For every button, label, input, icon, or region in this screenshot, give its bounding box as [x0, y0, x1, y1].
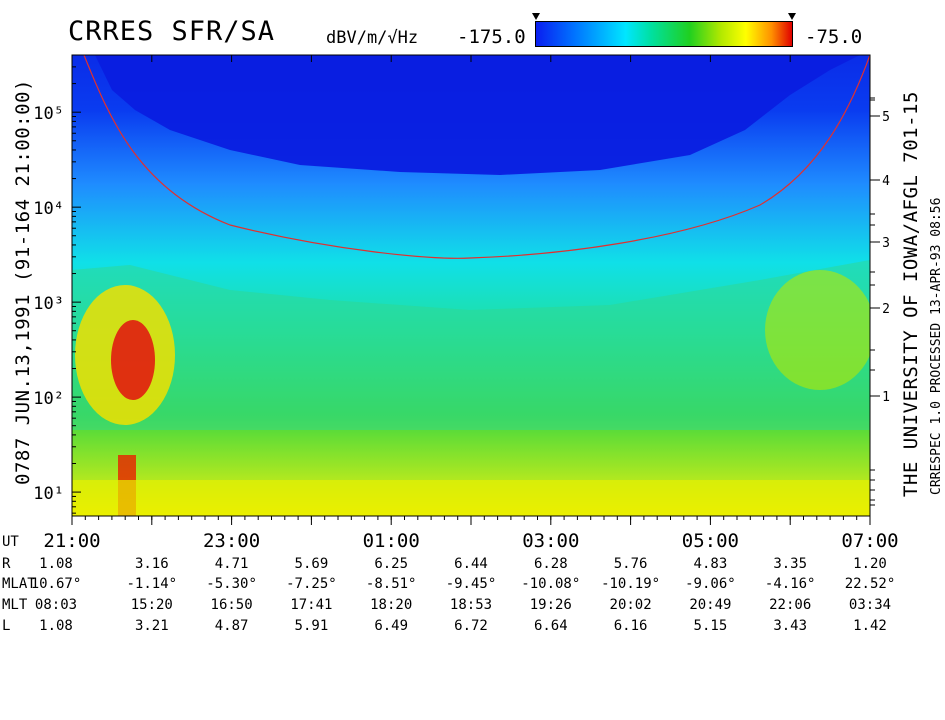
chart-title: CRRES SFR/SA [68, 16, 276, 47]
ephemeris-value: 3.35 [773, 556, 807, 572]
ephemeris-value: 17:41 [290, 597, 332, 613]
ephemeris-value: 1.42 [853, 618, 887, 634]
y-tick-label: 10⁴ [33, 199, 64, 219]
ephemeris-value: 20:02 [610, 597, 652, 613]
right-axis-tick-label: 2 [882, 302, 890, 317]
low-frequency-band [72, 480, 870, 516]
ephemeris-value: 4.83 [694, 556, 728, 572]
ephemeris-value: 5.76 [614, 556, 648, 572]
ephemeris-value: 03:34 [849, 597, 891, 613]
ephemeris-value: 6.49 [374, 618, 408, 634]
colorbar-max-label: -75.0 [805, 26, 863, 48]
ephemeris-value: 15:20 [131, 597, 173, 613]
right-axis: 1 2 3 4 5 [870, 97, 890, 506]
ephemeris-value: 6.44 [454, 556, 488, 572]
ephemeris-value: 5.15 [694, 618, 728, 634]
ephemeris-value: 6.28 [534, 556, 568, 572]
ephemeris-value: 5.69 [295, 556, 329, 572]
colorbar-max-marker [788, 13, 796, 20]
ephemeris-value: -1.14° [127, 576, 178, 592]
ephemeris-value: 3.43 [773, 618, 807, 634]
ephemeris-value: 3.21 [135, 618, 169, 634]
ephemeris-value: -9.45° [446, 576, 497, 592]
x-tick-label: 07:00 [841, 530, 898, 552]
colorbar-min-label: -175.0 [457, 26, 526, 48]
x-tick-label: 05:00 [682, 530, 739, 552]
ephemeris-value: 1.20 [853, 556, 887, 572]
x-tick-label: 03:00 [522, 530, 579, 552]
ephemeris-row-label: MLT [2, 597, 28, 613]
yellow-green-emission-right [765, 270, 870, 390]
ephemeris-value: 16:50 [211, 597, 253, 613]
ephemeris-value: 4.71 [215, 556, 249, 572]
x-tick-label: 01:00 [363, 530, 420, 552]
ephemeris-value: -8.51° [366, 576, 417, 592]
colorbar [532, 13, 796, 47]
ephemeris-value: 6.16 [614, 618, 648, 634]
ephemeris-value: -7.25° [286, 576, 337, 592]
y-tick-label: 10³ [33, 294, 64, 314]
ephemeris-value: 5.91 [295, 618, 329, 634]
right-axis-tick-label: 1 [882, 390, 890, 405]
red-emission [111, 320, 155, 400]
right-axis-tick-label: 5 [882, 110, 890, 125]
ephemeris-value: 20:49 [689, 597, 731, 613]
cyclotron-frequency-curve [83, 55, 870, 259]
y-tick-label: 10¹ [33, 484, 64, 504]
y-tick-label: 10⁵ [33, 104, 64, 124]
y-axis: 10¹ 10² 10³ 10⁴ 10⁵ [33, 54, 81, 514]
y-tick-label: 10² [33, 389, 64, 409]
x-tick-label: 23:00 [203, 530, 260, 552]
ephemeris-value: 6.72 [454, 618, 488, 634]
ephemeris-value: -10.08° [521, 576, 580, 592]
ephemeris-value: -4.16° [765, 576, 816, 592]
ephemeris-value: -5.30° [206, 576, 257, 592]
colorbar-min-marker [532, 13, 540, 20]
ephemeris-table: UT R MLAT MLT L 1.08 3.16 4.71 5.69 6.25 6.44 6.28 5… [2, 534, 895, 634]
ephemeris-row-label: L [2, 618, 10, 634]
ephemeris-value: 19:26 [530, 597, 572, 613]
x-axis: 21:00 23:00 01:00 03:00 05:00 07:00 [43, 55, 899, 552]
ephemeris-value: 3.16 [135, 556, 169, 572]
right-axis-tick-label: 4 [882, 174, 890, 189]
ephemeris-value: 1.08 [39, 618, 73, 634]
ephemeris-value: 1.08 [39, 556, 73, 572]
ephemeris-value: -9.06° [685, 576, 736, 592]
ephemeris-value: 22:06 [769, 597, 811, 613]
ephemeris-row-label: R [2, 556, 11, 572]
ephemeris-row-label: UT [2, 534, 19, 550]
ephemeris-value: 18:20 [370, 597, 412, 613]
right-axis-tick-label: 3 [882, 236, 890, 251]
ephemeris-value: 4.87 [215, 618, 249, 634]
green-band [72, 260, 870, 430]
dark-blue-cavity [95, 55, 860, 175]
ephemeris-row-label: MLAT [2, 576, 36, 592]
colorbar-units: dBV/m/√Hz [326, 28, 419, 48]
ephemeris-value: 22.52° [845, 576, 896, 592]
ephemeris-value: 6.64 [534, 618, 568, 634]
x-tick-label: 21:00 [43, 530, 100, 552]
ephemeris-value: -10.19° [601, 576, 660, 592]
ephemeris-value: 10.67° [31, 576, 82, 592]
ephemeris-value: 18:53 [450, 597, 492, 613]
ephemeris-value: 08:03 [35, 597, 77, 613]
ephemeris-value: 6.25 [374, 556, 408, 572]
